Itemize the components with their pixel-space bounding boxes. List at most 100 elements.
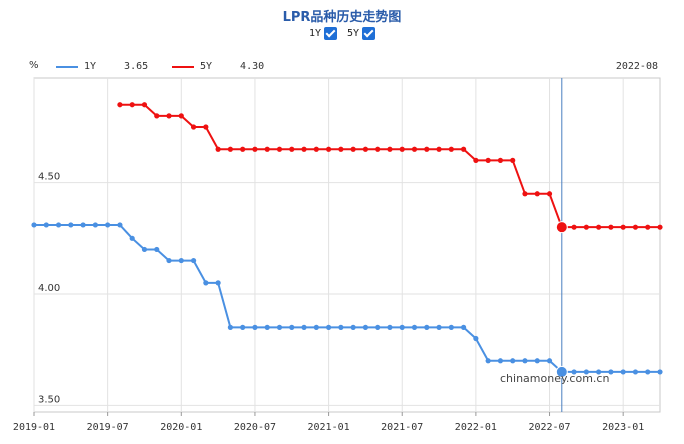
data-point-1y[interactable]: [154, 246, 160, 253]
data-point-5y[interactable]: [510, 157, 516, 163]
data-point-1y[interactable]: [546, 358, 553, 364]
data-point-1y[interactable]: [399, 324, 405, 330]
data-point-5y[interactable]: [276, 146, 283, 152]
data-point-5y[interactable]: [313, 146, 319, 152]
data-point-1y[interactable]: [301, 324, 307, 330]
data-point-1y[interactable]: [436, 324, 442, 330]
data-point-1y[interactable]: [411, 324, 418, 330]
data-point-5y[interactable]: [657, 224, 663, 230]
data-point-1y[interactable]: [473, 335, 479, 342]
data-point-5y[interactable]: [215, 146, 221, 152]
data-point-5y[interactable]: [399, 146, 405, 152]
data-point-5y[interactable]: [154, 113, 160, 119]
data-point-5y[interactable]: [620, 224, 626, 230]
data-point-1y[interactable]: [608, 369, 614, 375]
data-point-5y[interactable]: [325, 146, 332, 152]
data-point-1y[interactable]: [522, 358, 528, 364]
data-point-1y[interactable]: [43, 222, 49, 228]
cursor-point-1y[interactable]: [555, 365, 568, 378]
data-point-5y[interactable]: [264, 146, 270, 152]
data-point-1y[interactable]: [620, 369, 626, 375]
data-point-5y[interactable]: [289, 146, 295, 152]
data-point-1y[interactable]: [141, 246, 148, 253]
data-point-1y[interactable]: [55, 222, 62, 228]
data-point-5y[interactable]: [411, 146, 418, 152]
data-point-1y[interactable]: [571, 369, 577, 375]
cursor-point-5y[interactable]: [555, 221, 568, 234]
data-point-5y[interactable]: [461, 146, 467, 152]
data-point-1y[interactable]: [215, 280, 221, 286]
data-point-1y[interactable]: [313, 324, 319, 330]
data-point-1y[interactable]: [203, 280, 209, 286]
data-point-5y[interactable]: [596, 224, 602, 230]
data-point-1y[interactable]: [92, 222, 98, 228]
data-point-5y[interactable]: [645, 224, 651, 230]
toggle-5y[interactable]: 5Y: [347, 27, 376, 40]
data-point-5y[interactable]: [141, 102, 148, 108]
data-point-1y[interactable]: [510, 358, 516, 364]
data-point-5y[interactable]: [436, 146, 442, 152]
data-point-5y[interactable]: [632, 224, 639, 230]
data-point-1y[interactable]: [350, 324, 356, 330]
data-point-1y[interactable]: [461, 324, 467, 330]
toggle-1y[interactable]: 1Y: [309, 27, 337, 40]
data-point-5y[interactable]: [227, 146, 233, 152]
data-point-1y[interactable]: [387, 324, 393, 330]
data-point-1y[interactable]: [190, 257, 197, 264]
data-point-1y[interactable]: [227, 324, 233, 330]
toggle-1y-checkbox[interactable]: [323, 27, 337, 40]
data-point-5y[interactable]: [387, 146, 393, 152]
data-point-1y[interactable]: [338, 324, 344, 330]
data-point-5y[interactable]: [252, 146, 258, 152]
data-point-1y[interactable]: [497, 358, 504, 364]
data-point-5y[interactable]: [350, 146, 356, 152]
data-point-5y[interactable]: [608, 224, 614, 230]
data-point-1y[interactable]: [583, 369, 589, 375]
data-point-1y[interactable]: [424, 324, 430, 330]
data-point-1y[interactable]: [117, 222, 123, 228]
data-point-1y[interactable]: [485, 358, 491, 364]
data-point-5y[interactable]: [497, 157, 504, 163]
data-point-1y[interactable]: [375, 324, 381, 330]
data-point-1y[interactable]: [129, 235, 135, 241]
data-point-5y[interactable]: [522, 191, 528, 197]
data-point-1y[interactable]: [252, 324, 258, 330]
data-point-5y[interactable]: [546, 191, 553, 197]
data-point-5y[interactable]: [424, 146, 430, 152]
data-point-5y[interactable]: [178, 113, 184, 119]
data-point-1y[interactable]: [657, 369, 663, 375]
data-point-1y[interactable]: [362, 324, 369, 330]
data-point-5y[interactable]: [129, 102, 135, 108]
data-point-5y[interactable]: [362, 146, 369, 152]
data-point-1y[interactable]: [632, 369, 639, 375]
data-point-1y[interactable]: [166, 257, 172, 264]
legend-entry-5y[interactable]: 5Y 4.30: [172, 61, 264, 72]
data-point-1y[interactable]: [68, 222, 74, 228]
data-point-5y[interactable]: [375, 146, 381, 152]
data-point-5y[interactable]: [240, 146, 246, 152]
data-point-1y[interactable]: [276, 324, 283, 330]
data-point-5y[interactable]: [534, 191, 540, 197]
data-point-1y[interactable]: [289, 324, 295, 330]
data-point-5y[interactable]: [166, 113, 172, 119]
data-point-5y[interactable]: [571, 224, 577, 230]
data-point-5y[interactable]: [203, 124, 209, 130]
data-point-1y[interactable]: [534, 358, 540, 364]
data-point-5y[interactable]: [117, 102, 123, 108]
data-point-1y[interactable]: [264, 324, 270, 330]
data-point-5y[interactable]: [473, 157, 479, 163]
data-point-1y[interactable]: [178, 257, 184, 264]
data-point-1y[interactable]: [448, 324, 454, 330]
data-point-1y[interactable]: [645, 369, 651, 375]
legend-entry-1y[interactable]: 1Y 3.65: [56, 61, 148, 72]
data-point-1y[interactable]: [240, 324, 246, 330]
toggle-5y-checkbox[interactable]: [362, 27, 376, 40]
data-point-5y[interactable]: [485, 157, 491, 163]
data-point-5y[interactable]: [583, 224, 589, 230]
data-point-5y[interactable]: [338, 146, 344, 152]
data-point-1y[interactable]: [325, 324, 332, 330]
data-point-1y[interactable]: [80, 222, 86, 228]
data-point-1y[interactable]: [596, 369, 602, 375]
data-point-1y[interactable]: [31, 222, 37, 228]
